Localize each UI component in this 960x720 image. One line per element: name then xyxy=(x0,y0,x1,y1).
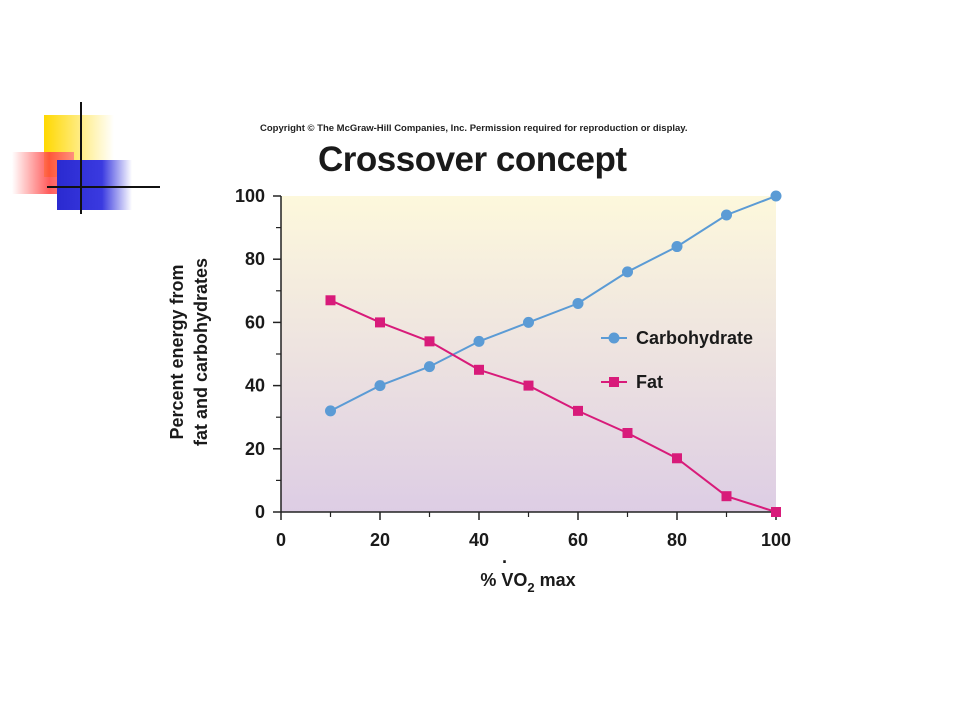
x-axis-label-subscript: 2 xyxy=(527,580,534,595)
x-axis-label-base: O xyxy=(513,570,527,590)
series-layer xyxy=(325,190,782,517)
fat-point xyxy=(523,380,534,391)
carbohydrate-legend-label: Carbohydrate xyxy=(636,328,753,348)
carbohydrate-point xyxy=(622,266,633,278)
y-axis-label-line-1: Percent energy from xyxy=(167,264,187,439)
carbohydrate-series xyxy=(325,190,782,417)
x-axis-label-prefix: % xyxy=(480,570,501,590)
y-tick-label: 20 xyxy=(245,439,265,459)
x-axis-label-dot: · xyxy=(502,552,508,572)
carbohydrate-point xyxy=(374,380,386,392)
carbohydrate-point xyxy=(721,209,732,221)
fat-point xyxy=(375,317,385,328)
x-tick-label: 80 xyxy=(667,530,687,550)
y-tick-label: 100 xyxy=(235,186,265,206)
carbohydrate-line xyxy=(330,195,777,412)
plot-area xyxy=(281,196,776,512)
carbohydrate-point xyxy=(770,190,782,202)
fat-point xyxy=(672,453,682,464)
fat-point xyxy=(474,364,484,375)
fat-series xyxy=(325,295,781,517)
fat-point xyxy=(622,428,633,438)
x-tick-label: 40 xyxy=(469,530,489,550)
x-tick-label: 0 xyxy=(276,530,286,550)
fat-point xyxy=(721,491,732,502)
y-axis-label-line-2: fat and carbohydrates xyxy=(191,258,211,446)
fat-legend-marker xyxy=(609,377,619,387)
fat-legend-label: Fat xyxy=(636,372,663,392)
x-tick-label: 60 xyxy=(568,530,588,550)
y-tick-label: 40 xyxy=(245,376,265,396)
copyright-notice: Copyright © The McGraw-Hill Companies, I… xyxy=(260,123,688,134)
x-tick-label: 20 xyxy=(370,530,390,550)
y-tick-label: 80 xyxy=(245,249,265,269)
fat-line xyxy=(330,299,777,513)
fat-point xyxy=(424,336,435,347)
x-axis-label-symbol: V xyxy=(501,570,513,590)
carbohydrate-legend-marker xyxy=(608,332,620,344)
carbohydrate-point xyxy=(523,316,534,328)
legend: Carbohydrate Fat xyxy=(601,328,753,392)
y-tick-label: 0 xyxy=(255,502,265,522)
fat-point xyxy=(325,295,336,306)
y-tick-label: 60 xyxy=(245,312,265,332)
x-axis-label-suffix: max xyxy=(535,570,576,590)
carbohydrate-point xyxy=(572,297,584,309)
y-tick-labels: 0 20 40 60 80 100 xyxy=(235,186,265,522)
carbohydrate-point xyxy=(325,405,336,417)
x-tick-labels: 0 20 40 60 80 100 xyxy=(276,530,791,550)
carbohydrate-point xyxy=(424,361,435,373)
fat-point xyxy=(771,507,781,517)
carbohydrate-point xyxy=(671,241,683,253)
chart-title: Crossover concept xyxy=(318,140,627,179)
carbohydrate-point xyxy=(473,335,485,347)
x-tick-label: 100 xyxy=(761,530,791,550)
fat-point xyxy=(573,405,583,416)
decorative-squares-logo xyxy=(12,102,160,214)
x-axis-label: % VO2 max xyxy=(480,570,575,595)
